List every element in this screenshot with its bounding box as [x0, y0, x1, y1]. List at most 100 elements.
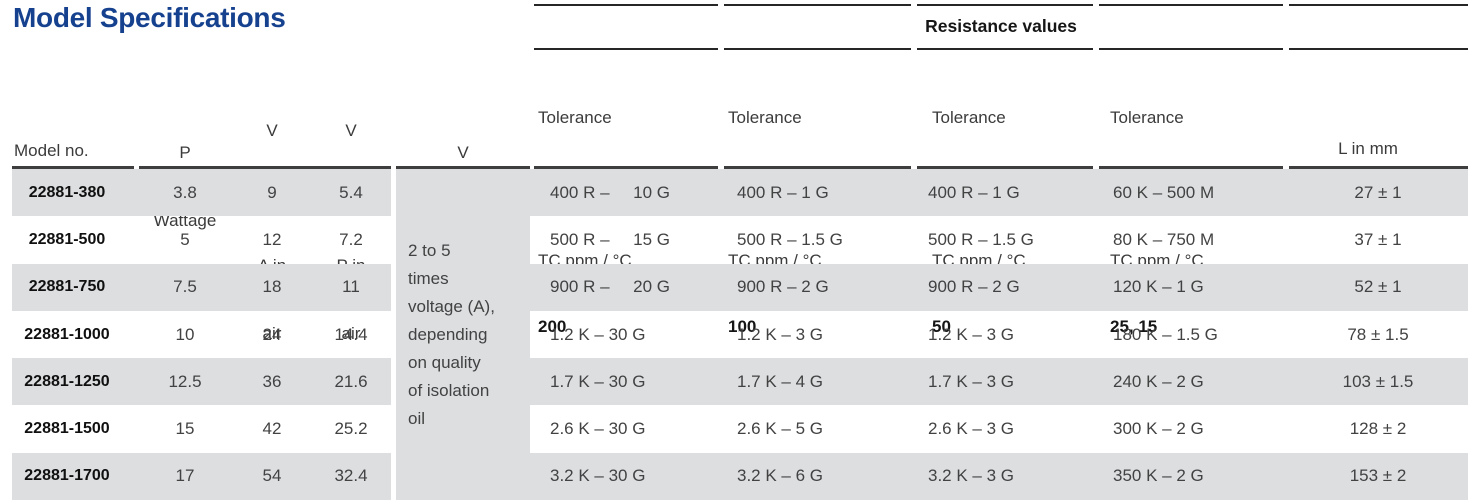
resistance-tc100: 400 R – 1 G [737, 182, 829, 202]
header-line: V [345, 121, 357, 140]
header-line: P [179, 143, 191, 162]
header-underline [534, 166, 718, 169]
tolerance-label: Tolerance [538, 108, 612, 127]
model-column-header: Model no. [14, 141, 89, 160]
length-value: 27 ± 1 [1354, 182, 1402, 202]
length-column-header: L in mm [1338, 139, 1398, 158]
resistance-tc200: 3.2 K – 30 G [550, 466, 646, 486]
resistance-tc200: 1.7 K – 30 G [550, 371, 646, 391]
header-line: V [457, 143, 469, 162]
resistance-tc200: 400 R – 10 G [550, 182, 671, 202]
resistance-tc25: 180 K – 1.5 G [1113, 324, 1218, 344]
resistance-tc50: 500 R – 1.5 G [928, 229, 1034, 249]
kvdc-p-air-value: 21.6 [334, 371, 368, 391]
model-number: 22881-1500 [24, 420, 110, 438]
header-underline [724, 166, 911, 169]
resistance-tc100: 3.2 K – 6 G [737, 466, 823, 486]
tc-value: 100 [728, 317, 757, 336]
kvdc-a-air-value: 54 [262, 466, 282, 486]
resistance-tc200: 1.2 K – 30 G [550, 324, 646, 344]
table-row: 22881-1500 15 42 25.2 2.6 K – 30 G 2.6 K… [10, 406, 1468, 453]
divider [1289, 48, 1468, 50]
header-underline [917, 166, 1093, 169]
wattage-value: 5 [180, 229, 190, 249]
resistance-tc50: 1.7 K – 3 G [928, 371, 1014, 391]
tolerance-label: Tolerance [1110, 108, 1184, 127]
wattage-value: 15 [175, 419, 195, 439]
table-row: 22881-1700 17 54 32.4 3.2 K – 30 G 3.2 K… [10, 452, 1468, 500]
wattage-value: 17 [175, 466, 195, 486]
resistance-tc100: 2.6 K – 5 G [737, 419, 823, 439]
kvdc-p-air-value: 7.2 [339, 229, 363, 249]
resistance-tc100: 500 R – 1.5 G [737, 229, 843, 249]
row-background [12, 452, 391, 500]
row-background [12, 169, 391, 217]
tc-value: 50 [932, 317, 951, 336]
resistance-tc100: 1.2 K – 3 G [737, 324, 823, 344]
table-row: 22881-750 7.5 18 11 900 R – 20 G 900 R –… [10, 263, 1468, 311]
model-number: 22881-380 [28, 183, 106, 201]
resistance-tc200: 900 R – 20 G [550, 277, 671, 297]
divider [1289, 4, 1468, 6]
length-value: 103 ± 1.5 [1342, 371, 1414, 391]
model-number: 22881-1700 [24, 467, 110, 485]
table-row: 22881-1000 10 24 14.4 1.2 K – 30 G 1.2 K… [10, 311, 1468, 358]
kvdc-a-air-value: 42 [262, 419, 282, 439]
divider [917, 48, 1093, 50]
divider [724, 48, 911, 50]
resistance-tc25: 350 K – 2 G [1113, 466, 1204, 486]
resistance-tc50: 2.6 K – 3 G [928, 419, 1014, 439]
kvdc-a-air-value: 18 [262, 277, 282, 297]
tolerance-label: Tolerance [932, 108, 1006, 127]
kvdc-p-air-value: 25.2 [334, 419, 368, 439]
resistance-tc100: 1.7 K – 4 G [737, 371, 823, 391]
model-number: 22881-1000 [24, 325, 110, 343]
kvdc-p-air-value: 11 [342, 277, 360, 297]
resistance-tc200: 2.6 K – 30 G [550, 419, 646, 439]
header-underline [139, 166, 391, 169]
header-underline [1289, 166, 1468, 169]
resistance-tc25: 60 K – 500 M [1113, 182, 1215, 202]
divider [1099, 48, 1283, 50]
resistance-tc50: 400 R – 1 G [928, 182, 1020, 202]
resistance-tc25: 300 K – 2 G [1113, 419, 1204, 439]
kvdc-a-air-value: 24 [262, 324, 282, 344]
row-background [530, 263, 1468, 311]
table-row: 22881-1250 12.5 36 21.6 1.7 K – 30 G 1.7… [10, 358, 1468, 406]
wattage-value: 3.8 [173, 182, 197, 202]
page-title: Model Specifications [13, 2, 286, 33]
tolerance-label: Tolerance [728, 108, 802, 127]
row-background [530, 452, 1468, 500]
resistance-tc50: 900 R – 2 G [928, 277, 1020, 297]
tc-value: 200 [538, 317, 567, 336]
header-underline [396, 166, 530, 169]
length-value: 153 ± 2 [1349, 466, 1407, 486]
length-value: 78 ± 1.5 [1347, 324, 1409, 344]
divider [917, 4, 1093, 6]
kvdc-a-air-value: 36 [262, 371, 282, 391]
wattage-value: 10 [175, 324, 195, 344]
resistance-tc25: 240 K – 2 G [1113, 371, 1204, 391]
header-line: V [266, 121, 278, 140]
kvdc-a-air-value: 12 [262, 229, 282, 249]
resistance-tc50: 1.2 K – 3 G [928, 324, 1014, 344]
resistance-tc200: 500 R – 15 G [550, 229, 671, 249]
row-background [530, 358, 1468, 406]
row-background [12, 263, 391, 311]
header-underline [1099, 166, 1283, 169]
kvdc-p-air-value: 32.4 [334, 466, 368, 486]
kvdc-p-air-value: 5.4 [339, 182, 363, 202]
wattage-value: 12.5 [168, 371, 202, 391]
resistance-tc25: 80 K – 750 M [1113, 229, 1215, 249]
resistance-tc100: 900 R – 2 G [737, 277, 829, 297]
resistance-tc50: 3.2 K – 3 G [928, 466, 1014, 486]
wattage-value: 7.5 [173, 277, 197, 297]
row-background [12, 358, 391, 406]
table-row: 22881-500 5 12 7.2 500 R – 15 G 500 R – … [10, 216, 1468, 263]
resistance-values-header: Resistance values [925, 16, 1077, 36]
divider [534, 4, 718, 6]
resistance-tc25: 120 K – 1 G [1113, 277, 1204, 297]
divider [1099, 4, 1283, 6]
tc-value: 25, 15 [1110, 317, 1158, 336]
